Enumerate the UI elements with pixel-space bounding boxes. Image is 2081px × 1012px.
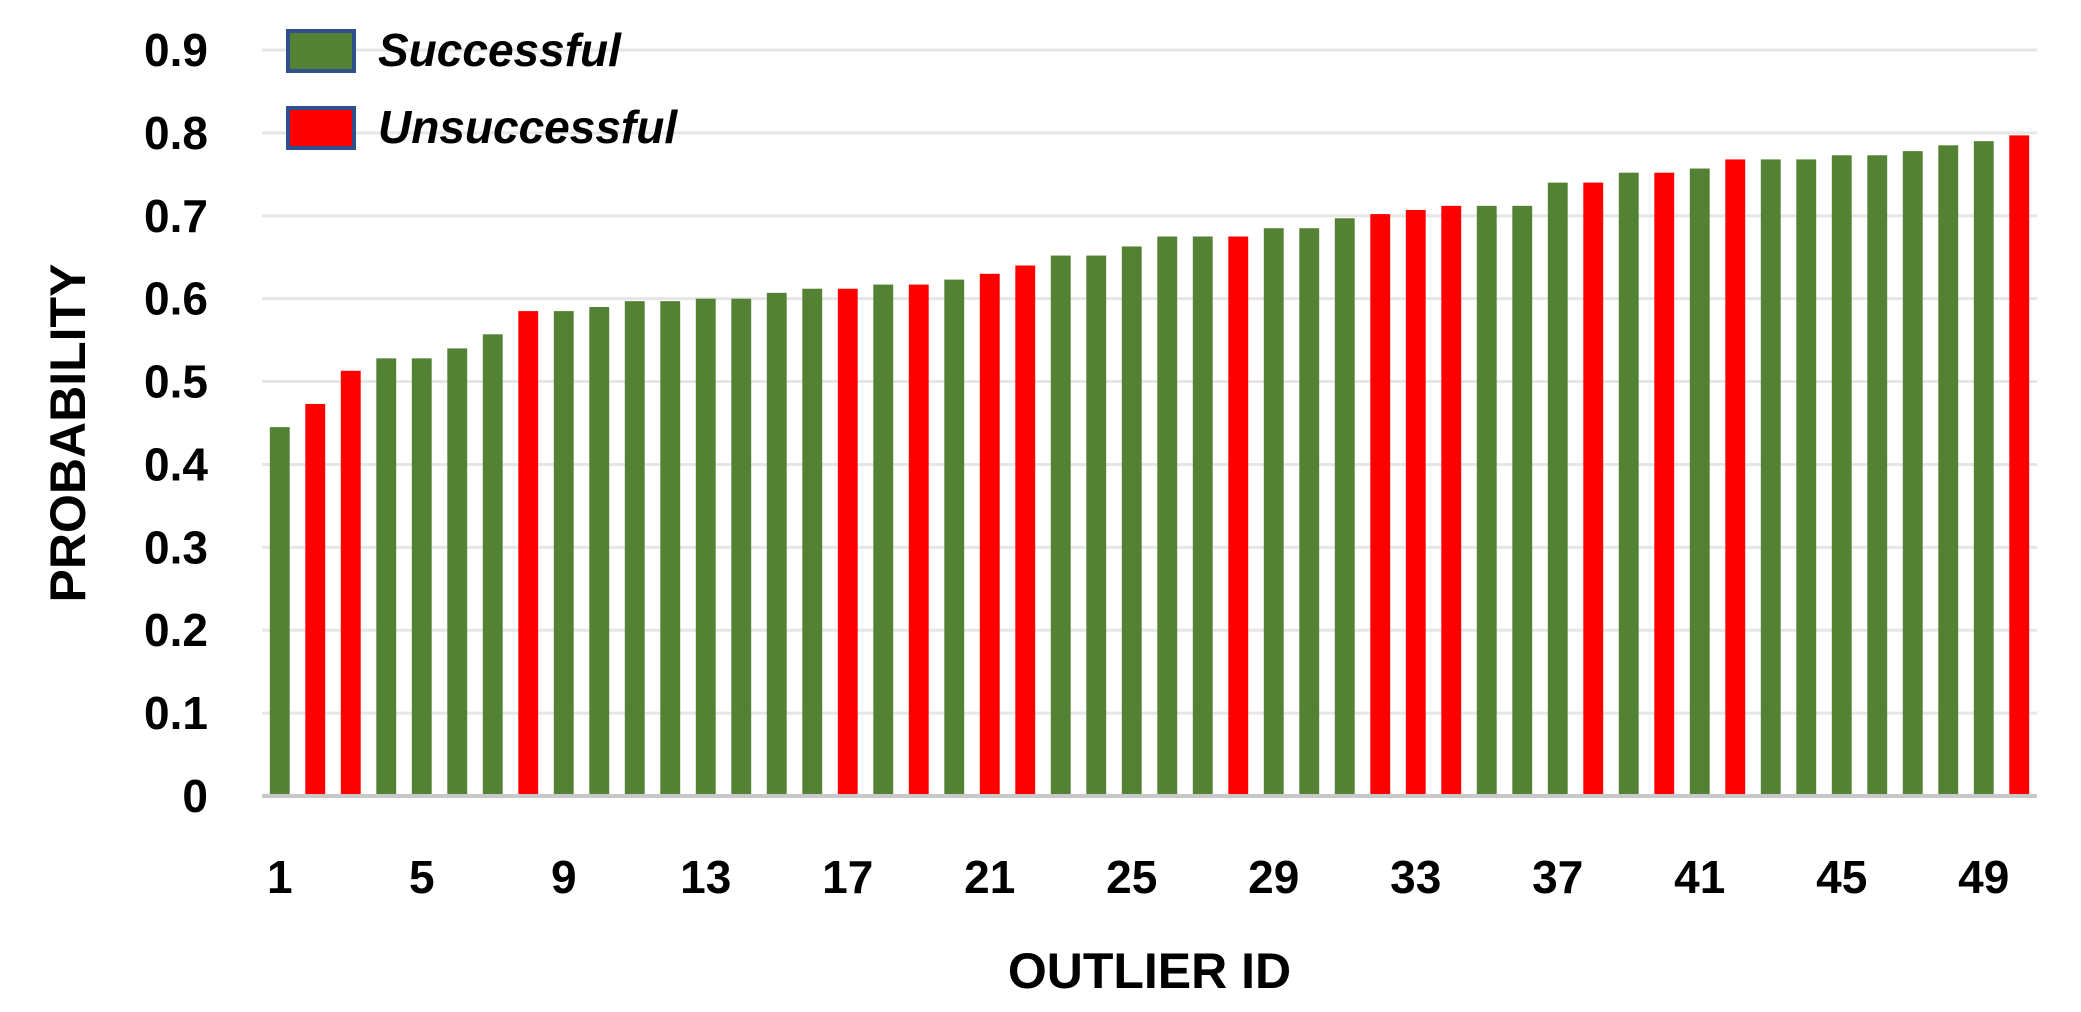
bar-outlier-22: [1015, 265, 1036, 796]
x-tick-label: 33: [1390, 851, 1441, 903]
y-axis-title: PROBABILITY: [40, 264, 96, 603]
x-tick-label: 17: [822, 851, 873, 903]
bar-outlier-17: [837, 288, 858, 796]
bar-outlier-30: [1299, 228, 1320, 796]
bar-outlier-44: [1796, 159, 1817, 796]
y-tick-labels: 0 0.1 0.2 0.3 0.4 0.5 0.6 0.7 0.8 0.9: [144, 24, 208, 822]
y-tick-label: 0.4: [144, 438, 208, 490]
bar-outlier-42: [1725, 159, 1746, 796]
legend-swatch-unsuccessful: [286, 106, 356, 150]
bar-outlier-3: [340, 370, 361, 796]
bar-outlier-21: [979, 273, 1000, 796]
x-axis-title: OUTLIER ID: [1008, 943, 1291, 999]
bar-outlier-37: [1547, 182, 1568, 797]
bar-outlier-23: [1050, 255, 1071, 796]
legend-swatch-successful: [286, 29, 356, 73]
bar-outlier-36: [1512, 205, 1533, 796]
y-tick-label: 0.8: [144, 107, 208, 159]
legend-label-unsuccessful: Unsuccessful: [378, 101, 678, 153]
bar-outlier-40: [1654, 172, 1675, 797]
bar-outlier-7: [482, 334, 503, 796]
bar-outlier-45: [1831, 155, 1852, 796]
bar-outlier-5: [411, 358, 432, 796]
y-tick-label: 0.7: [144, 190, 208, 242]
bar-outlier-4: [376, 358, 397, 796]
bar-outlier-14: [731, 298, 752, 796]
x-tick-label: 9: [551, 851, 577, 903]
bar-outlier-47: [1902, 151, 1923, 796]
x-tick-labels: 1 5 9 13 17 21 25 29 33 37 41 45 49: [267, 851, 2009, 903]
x-tick-label: 41: [1674, 851, 1725, 903]
x-tick-label: 25: [1106, 851, 1157, 903]
bar-outlier-15: [766, 292, 787, 796]
x-tick-label: 1: [267, 851, 293, 903]
y-tick-label: 0.6: [144, 273, 208, 325]
bar-outlier-19: [908, 284, 929, 796]
legend-label-successful: Successful: [378, 24, 622, 76]
x-tick-label: 21: [964, 851, 1015, 903]
bar-outlier-31: [1334, 218, 1355, 796]
bar-outlier-32: [1370, 214, 1391, 796]
bar-outlier-10: [589, 306, 610, 796]
x-tick-label: 49: [1958, 851, 2009, 903]
bar-outlier-43: [1760, 159, 1781, 796]
x-tick-label: 5: [409, 851, 435, 903]
bar-outlier-33: [1405, 209, 1426, 796]
y-tick-label: 0: [182, 770, 208, 822]
bar-outlier-16: [802, 288, 823, 796]
bar-outlier-39: [1618, 172, 1639, 797]
legend: Successful Unsuccessful: [286, 24, 678, 153]
bar-outlier-1: [269, 427, 290, 796]
bar-outlier-20: [944, 279, 965, 796]
bar-outlier-11: [624, 301, 645, 796]
bar-outlier-2: [305, 403, 326, 796]
bar-outlier-48: [1938, 145, 1959, 797]
x-tick-label: 13: [680, 851, 731, 903]
bar-outlier-34: [1441, 205, 1462, 796]
y-tick-label: 0.3: [144, 521, 208, 573]
x-tick-label: 37: [1532, 851, 1583, 903]
bar-outlier-46: [1867, 155, 1888, 796]
bar-outlier-8: [518, 311, 539, 796]
bar-outlier-41: [1689, 168, 1710, 796]
bar-outlier-9: [553, 311, 574, 796]
bar-outlier-27: [1192, 236, 1213, 796]
y-tick-label: 0.2: [144, 604, 208, 656]
bar-outlier-38: [1583, 182, 1604, 797]
bar-outlier-13: [695, 298, 716, 796]
bar-outlier-12: [660, 301, 681, 796]
bar-outlier-28: [1228, 236, 1249, 796]
bar-outlier-25: [1121, 246, 1142, 797]
bar-outlier-26: [1157, 236, 1178, 796]
bar-outlier-35: [1476, 205, 1497, 796]
bars: [269, 135, 2030, 797]
bar-outlier-18: [873, 284, 894, 796]
bar-outlier-24: [1086, 255, 1107, 796]
y-tick-label: 0.5: [144, 356, 208, 408]
y-tick-label: 0.1: [144, 687, 208, 739]
x-tick-label: 29: [1248, 851, 1299, 903]
x-tick-label: 45: [1816, 851, 1867, 903]
bar-outlier-6: [447, 348, 468, 796]
bar-outlier-29: [1263, 228, 1284, 796]
bar-outlier-50: [2009, 135, 2030, 796]
y-tick-label: 0.9: [144, 24, 208, 76]
bar-outlier-49: [1973, 141, 1994, 796]
